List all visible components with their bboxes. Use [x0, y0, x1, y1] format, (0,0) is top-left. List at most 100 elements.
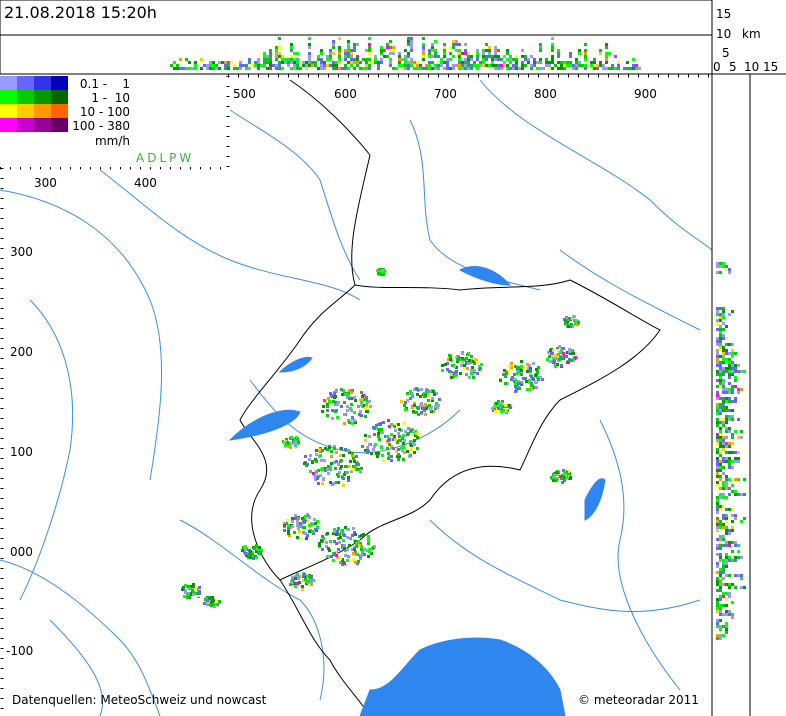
river	[179, 519, 325, 701]
echo	[197, 594, 200, 597]
echo	[433, 393, 436, 396]
echo	[420, 388, 423, 391]
profile-echo	[635, 64, 638, 67]
profile-echo	[269, 55, 272, 58]
echo	[296, 536, 299, 539]
height-label: 5	[729, 60, 737, 74]
profile-echo	[428, 61, 431, 64]
profile-echo	[716, 538, 719, 541]
profile-echo	[452, 43, 455, 46]
profile-echo	[728, 268, 731, 271]
profile-echo	[296, 52, 299, 55]
echo	[316, 477, 319, 480]
profile-echo	[344, 49, 347, 52]
profile-echo	[530, 55, 533, 58]
profile-echo	[224, 67, 227, 70]
profile-echo	[248, 61, 251, 64]
profile-echo	[593, 61, 596, 64]
profile-echo	[257, 67, 260, 70]
echo	[309, 470, 312, 473]
profile-echo	[482, 61, 485, 64]
echo	[431, 397, 434, 400]
profile-echo	[356, 55, 359, 58]
profile-echo	[716, 637, 719, 640]
echo	[569, 352, 572, 355]
profile-echo	[584, 43, 587, 46]
profile-echo	[476, 55, 479, 58]
profile-echo	[506, 64, 509, 67]
echo	[417, 413, 420, 416]
echo	[563, 473, 566, 476]
profile-echo	[476, 58, 479, 61]
echo	[330, 462, 333, 465]
echo	[530, 385, 533, 388]
profile-echo	[716, 451, 719, 454]
echo	[427, 394, 430, 397]
profile-echo	[350, 64, 353, 67]
echo	[346, 409, 349, 412]
profile-echo	[716, 406, 719, 409]
profile-echo	[227, 67, 230, 70]
echo	[216, 600, 219, 603]
echo	[314, 522, 317, 525]
echo	[520, 381, 523, 384]
profile-echo	[740, 388, 743, 391]
echo	[366, 407, 369, 410]
echo	[245, 554, 248, 557]
profile-echo	[740, 577, 743, 580]
echo	[339, 536, 342, 539]
echo	[383, 270, 386, 273]
profile-echo	[470, 67, 473, 70]
profile-echo	[293, 58, 296, 61]
echo	[342, 477, 345, 480]
profile-echo	[572, 64, 575, 67]
echo	[403, 422, 406, 425]
echo	[196, 588, 199, 591]
profile-echo	[722, 406, 725, 409]
echo	[476, 361, 479, 364]
profile-echo	[722, 322, 725, 325]
profile-echo	[731, 526, 734, 529]
profile-echo	[731, 385, 734, 388]
profile-echo	[440, 64, 443, 67]
echo	[456, 360, 459, 363]
echo	[288, 442, 291, 445]
echo	[333, 528, 336, 531]
profile-echo	[716, 607, 719, 610]
echo	[386, 435, 389, 438]
profile-echo	[494, 67, 497, 70]
profile-echo	[365, 49, 368, 52]
profile-echo	[716, 526, 719, 529]
profile-echo	[728, 574, 731, 577]
echo	[323, 459, 326, 462]
profile-echo	[275, 67, 278, 70]
echo	[327, 472, 330, 475]
profile-echo	[599, 52, 602, 55]
echo	[407, 427, 410, 430]
echo	[463, 358, 466, 361]
profile-echo	[722, 442, 725, 445]
profile-echo	[716, 394, 719, 397]
profile-echo	[347, 46, 350, 49]
profile-echo	[488, 49, 491, 52]
echo	[572, 352, 575, 355]
profile-echo	[593, 58, 596, 61]
echo	[205, 597, 208, 600]
profile-echo	[734, 352, 737, 355]
profile-echo	[725, 265, 728, 268]
echo	[397, 423, 400, 426]
echo	[455, 370, 458, 373]
echo	[327, 466, 330, 469]
legend-label: 0.1 - 1	[80, 77, 130, 91]
echo	[311, 523, 314, 526]
profile-echo	[557, 67, 560, 70]
echo	[349, 537, 352, 540]
profile-echo	[425, 67, 428, 70]
profile-echo	[410, 37, 413, 40]
profile-echo	[728, 487, 731, 490]
echo	[353, 396, 356, 399]
profile-echo	[731, 361, 734, 364]
echo	[535, 386, 538, 389]
legend-unit: mm/h	[95, 134, 130, 148]
echo	[188, 585, 191, 588]
